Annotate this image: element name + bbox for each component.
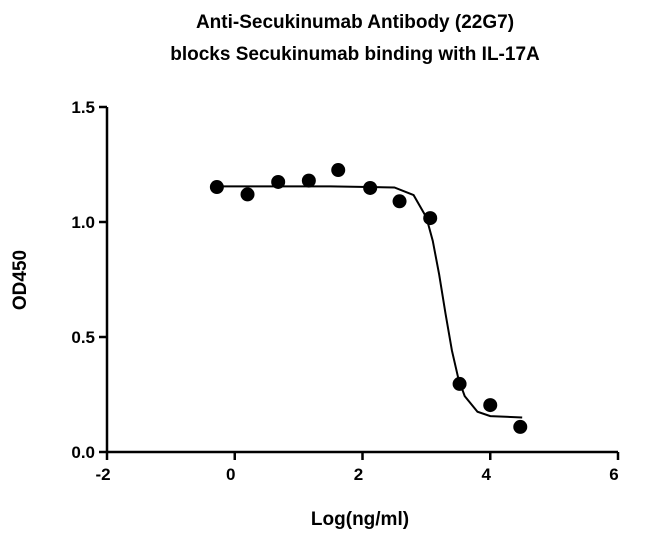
data-point <box>423 211 438 226</box>
data-point <box>513 419 528 434</box>
y-axis-label: OD450 <box>10 250 31 310</box>
fit-curve <box>216 185 523 419</box>
x-tick-label: 6 <box>609 465 618 484</box>
x-tick-label: 0 <box>226 465 235 484</box>
data-point <box>483 398 498 413</box>
x-tick-label: 2 <box>354 465 363 484</box>
y-tick-label: 0.5 <box>71 328 95 347</box>
data-point <box>240 187 255 202</box>
y-tick-label: 1.5 <box>71 98 95 117</box>
data-point <box>271 174 286 189</box>
chart-title: blocks Secukinumab binding with IL-17A <box>170 44 540 65</box>
x-tick-label: -2 <box>95 465 110 484</box>
x-axis-label: Log(ng/ml) <box>311 509 409 530</box>
x-tick-label: 4 <box>482 465 492 484</box>
chart-title: Anti-Secukinumab Antibody (22G7) <box>196 12 514 33</box>
data-point <box>331 163 346 178</box>
data-point <box>392 194 407 209</box>
y-tick-label: 0.0 <box>71 443 95 462</box>
data-point <box>301 173 316 188</box>
data-point <box>452 376 467 391</box>
y-tick-label: 1.0 <box>71 213 95 232</box>
data-point <box>209 180 224 195</box>
data-point <box>363 180 378 195</box>
